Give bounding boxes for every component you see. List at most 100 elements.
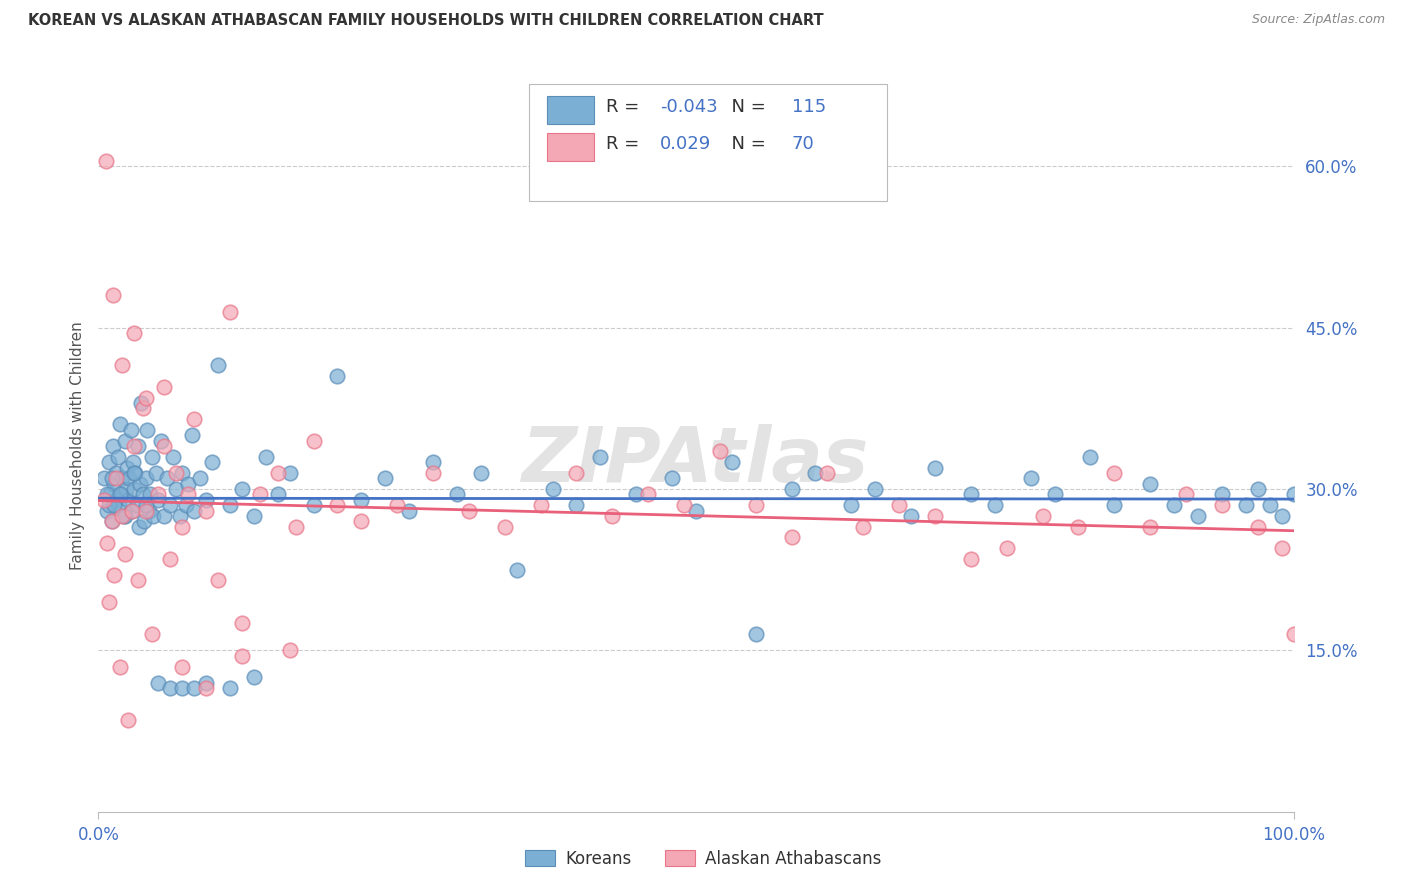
Point: [565, 466, 588, 480]
Text: R =: R =: [606, 135, 651, 153]
Point: [111, 508, 134, 523]
Point: [93, 492, 115, 507]
Point: [243, 670, 266, 684]
Point: [201, 455, 224, 469]
Point: [284, 519, 307, 533]
Point: [1247, 482, 1270, 496]
Point: [1043, 487, 1066, 501]
Point: [183, 503, 205, 517]
Text: Source: ZipAtlas.com: Source: ZipAtlas.com: [1251, 13, 1385, 27]
Point: [139, 487, 162, 501]
Point: [231, 482, 253, 496]
Point: [98, 498, 121, 512]
Point: [165, 482, 187, 496]
Point: [195, 675, 218, 690]
Point: [302, 498, 325, 512]
Point: [174, 498, 197, 512]
Point: [135, 471, 157, 485]
Point: [101, 439, 124, 453]
Text: N =: N =: [720, 135, 772, 153]
Point: [128, 519, 150, 533]
Point: [125, 498, 148, 512]
Point: [172, 466, 194, 480]
Text: N =: N =: [720, 98, 772, 116]
Point: [219, 681, 242, 695]
Point: [136, 423, 159, 437]
Point: [721, 455, 744, 469]
Point: [1163, 498, 1185, 512]
Point: [165, 466, 187, 480]
Point: [162, 450, 184, 464]
Point: [900, 508, 922, 523]
Point: [131, 396, 153, 410]
Point: [673, 498, 696, 512]
Point: [188, 471, 211, 485]
Point: [422, 455, 444, 469]
Point: [111, 471, 134, 485]
Point: [114, 434, 136, 448]
Point: [96, 536, 118, 550]
Point: [148, 487, 170, 501]
Point: [470, 466, 492, 480]
Point: [108, 659, 131, 673]
Point: [207, 359, 229, 373]
Point: [995, 541, 1018, 556]
Point: [207, 574, 229, 588]
Point: [114, 547, 136, 561]
Point: [350, 514, 373, 528]
Text: R =: R =: [606, 98, 645, 116]
Point: [155, 471, 177, 485]
Point: [1211, 487, 1233, 501]
Point: [924, 508, 946, 523]
Point: [148, 492, 170, 507]
Point: [108, 417, 131, 432]
Point: [865, 482, 887, 496]
Point: [1271, 508, 1294, 523]
Point: [889, 498, 911, 512]
Point: [249, 487, 271, 501]
Point: [661, 471, 683, 485]
Point: [121, 503, 143, 517]
Point: [231, 648, 253, 663]
Point: [107, 450, 129, 464]
Point: [302, 434, 325, 448]
Point: [98, 487, 122, 501]
Point: [1104, 498, 1126, 512]
Point: [131, 487, 153, 501]
Point: [541, 482, 564, 496]
Point: [124, 466, 146, 480]
Legend: Koreans, Alaskan Athabascans: Koreans, Alaskan Athabascans: [519, 844, 887, 875]
Point: [172, 519, 194, 533]
Point: [841, 498, 863, 512]
Point: [1104, 466, 1126, 480]
Point: [117, 492, 139, 507]
Point: [458, 503, 481, 517]
Point: [115, 482, 138, 496]
Point: [446, 487, 468, 501]
Point: [685, 503, 707, 517]
Point: [127, 574, 149, 588]
Point: [121, 503, 143, 517]
Point: [626, 487, 648, 501]
Point: [506, 563, 529, 577]
Point: [267, 487, 290, 501]
Point: [135, 498, 157, 512]
Point: [177, 476, 200, 491]
Point: [120, 423, 142, 437]
Point: [105, 471, 128, 485]
Point: [145, 466, 167, 480]
Point: [159, 498, 181, 512]
Point: [1080, 450, 1102, 464]
Point: [1019, 471, 1042, 485]
Point: [149, 434, 172, 448]
Point: [374, 471, 396, 485]
Point: [1175, 487, 1198, 501]
Point: [1234, 498, 1257, 512]
Text: ZIPAtlas: ZIPAtlas: [522, 424, 870, 498]
Point: [960, 487, 983, 501]
Point: [105, 466, 128, 480]
Point: [135, 391, 157, 405]
FancyBboxPatch shape: [529, 84, 887, 201]
Point: [709, 444, 731, 458]
Point: [326, 498, 349, 512]
